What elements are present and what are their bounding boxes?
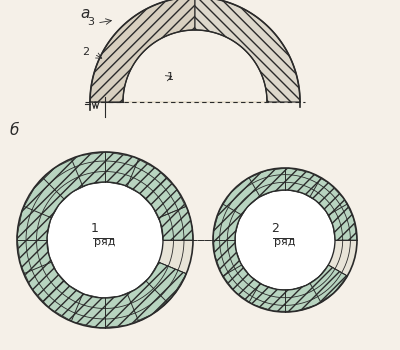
Text: 3: 3 [87,17,94,27]
Text: ряд: ряд [274,237,296,247]
Text: 2: 2 [271,222,279,235]
Polygon shape [310,265,347,302]
Text: ряд: ряд [94,237,116,247]
Polygon shape [17,152,193,328]
Text: б: б [10,123,19,138]
Polygon shape [285,283,321,312]
Text: 1: 1 [167,72,174,82]
Polygon shape [90,0,195,102]
Circle shape [47,182,163,298]
Polygon shape [90,0,300,102]
Polygon shape [213,168,357,312]
Polygon shape [158,206,193,240]
Polygon shape [146,262,186,302]
Polygon shape [17,152,193,328]
Text: 1: 1 [91,222,99,235]
Polygon shape [127,281,167,321]
Text: а: а [80,6,89,21]
Circle shape [235,190,335,290]
Polygon shape [195,0,300,102]
Polygon shape [214,168,357,311]
Text: 2: 2 [82,47,89,57]
